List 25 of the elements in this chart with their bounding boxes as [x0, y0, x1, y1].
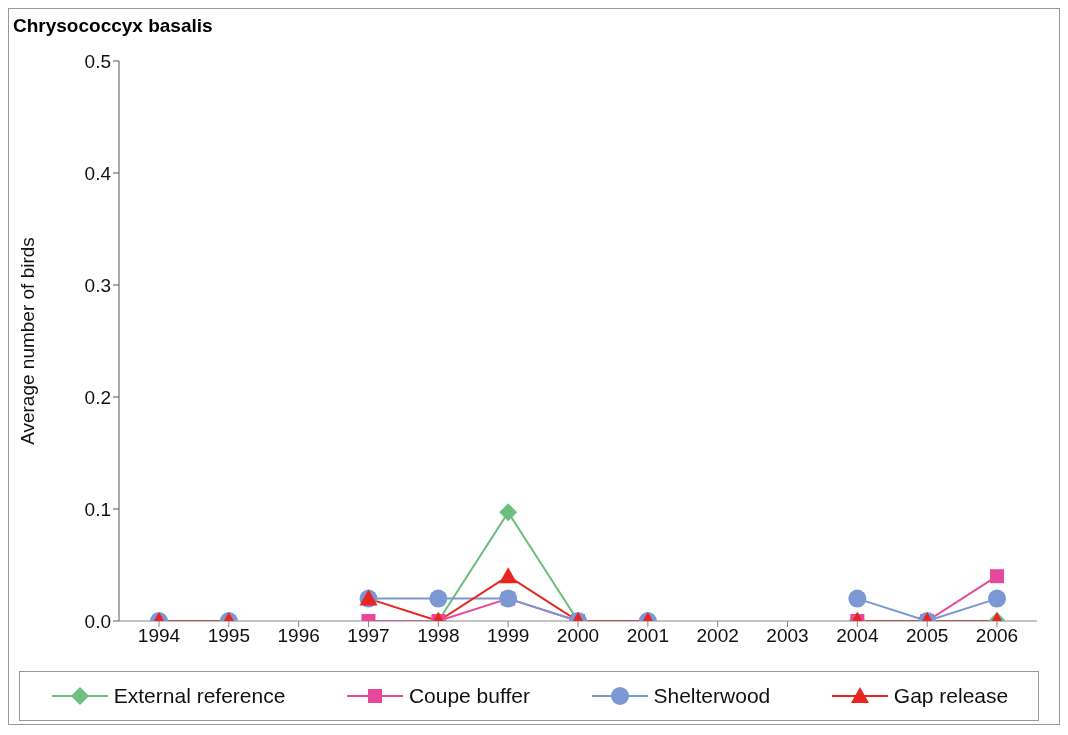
x-tick-label: 1998 — [417, 625, 460, 647]
y-tick-label: 0.4 — [84, 162, 112, 184]
x-tick-label: 2002 — [696, 625, 739, 647]
x-tick-label: 1997 — [347, 625, 390, 647]
y-tick-label: 0.1 — [84, 498, 111, 520]
y-tick-label: 0.0 — [84, 610, 111, 632]
x-tick-label: 1995 — [207, 625, 250, 647]
x-tick-label: 2003 — [766, 625, 809, 647]
x-tick-label: 2004 — [836, 625, 879, 647]
legend-label: External reference — [113, 684, 286, 708]
legend-label: Coupe buffer — [408, 684, 530, 708]
y-tick-label: 0.5 — [84, 50, 111, 72]
x-tick-label: 1994 — [137, 625, 181, 647]
x-tick-label: 1999 — [487, 625, 530, 647]
legend-label: Gap release — [893, 684, 1009, 708]
x-tick-label: 2005 — [906, 625, 949, 647]
x-tick-label: 2006 — [975, 625, 1019, 647]
y-tick-label: 0.2 — [84, 386, 111, 408]
x-tick-label: 2000 — [556, 625, 600, 647]
x-tick-label: 2001 — [626, 625, 669, 647]
legend-label: Shelterwood — [653, 684, 771, 708]
chart-title: Chrysococcyx basalis — [13, 15, 213, 37]
y-axis-title: Average number of birds — [16, 237, 38, 445]
x-tick-label: 1996 — [277, 625, 320, 647]
y-tick-label: 0.3 — [84, 274, 111, 296]
